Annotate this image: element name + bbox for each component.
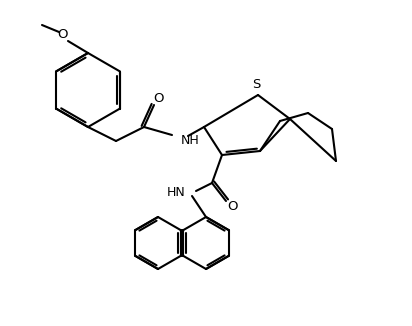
Text: O: O [228,200,238,214]
Text: O: O [154,93,164,106]
Text: O: O [58,27,68,40]
Text: HN: HN [167,186,186,200]
Text: NH: NH [181,134,200,146]
Text: S: S [252,79,260,92]
